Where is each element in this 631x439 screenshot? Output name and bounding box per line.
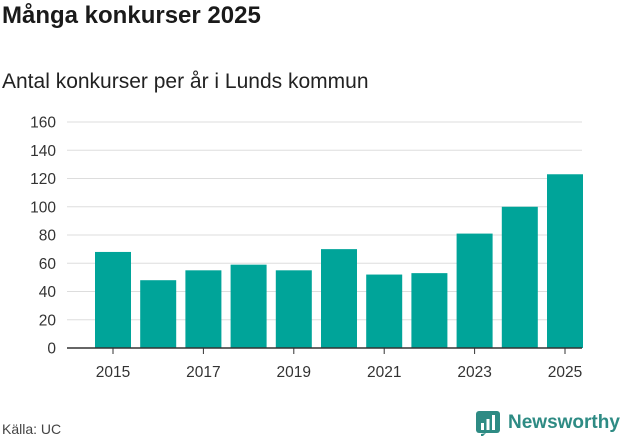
source-note: Källa: UC [2,421,62,437]
x-tick-label: 2023 [457,364,491,381]
bars [95,174,583,348]
y-tick-label: 0 [47,341,56,358]
bar-2025 [547,174,583,348]
bar-2016 [140,280,177,348]
bar-2024 [501,206,538,348]
logo-text: Newsworthy [508,412,620,433]
bar-2020 [321,249,357,348]
chart-subtitle: Antal konkurser per år i Lunds kommun [2,70,369,93]
x-tick-label: 2015 [96,364,130,381]
x-tick-label: 2025 [548,364,582,381]
bar-2017 [185,270,222,348]
y-tick-label: 60 [39,256,57,273]
bar-2022 [411,273,448,348]
y-tick-label: 80 [39,228,57,245]
newsworthy-logo: Newsworthy [475,409,620,437]
y-axis-tick-labels: 0 20 40 60 80 100 120 140 160 [30,115,56,358]
bar-2015 [95,251,131,348]
x-tick-label: 2021 [367,364,401,381]
bar-2018 [230,264,267,348]
newsworthy-chart-icon [476,411,500,436]
x-tick-label: 2019 [277,364,311,381]
x-axis: 2015 2017 2019 2021 2023 2025 [67,347,582,381]
y-tick-label: 40 [39,284,57,301]
chart-title: Många konkurser 2025 [2,2,261,29]
y-tick-label: 140 [30,143,56,160]
x-tick-label: 2017 [186,364,220,381]
y-tick-label: 160 [30,115,56,132]
y-tick-label: 100 [30,199,56,216]
y-tick-label: 20 [39,312,57,329]
y-tick-label: 120 [30,171,56,188]
bar-2021 [366,274,403,348]
bar-2023 [456,233,493,348]
bar-2019 [275,270,312,348]
